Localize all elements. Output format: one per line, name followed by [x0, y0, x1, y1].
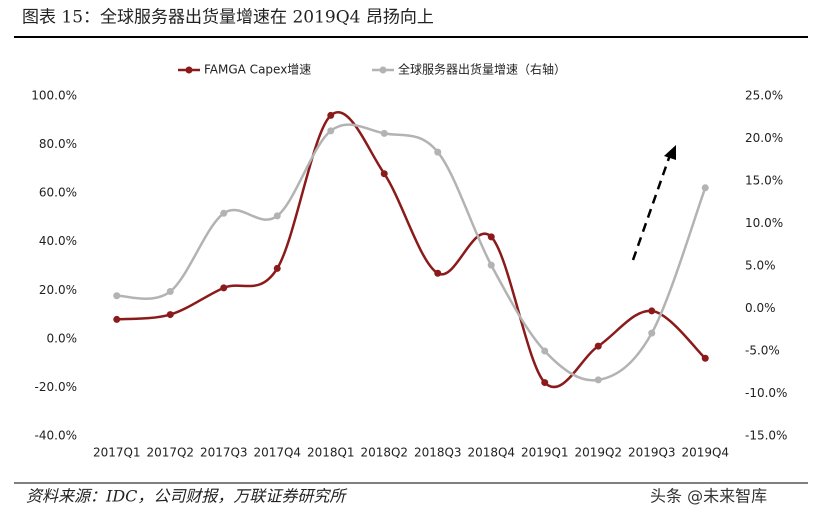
- y-tick-label: 80.0%: [39, 137, 77, 151]
- x-tick-label: 2019Q3: [628, 446, 676, 460]
- point: [380, 170, 388, 178]
- x-tick-label: 2018Q3: [414, 446, 462, 460]
- y2-tick-label: 25.0%: [745, 89, 783, 103]
- y2-tick-label: 5.0%: [745, 259, 776, 273]
- x-tick-label: 2019Q4: [681, 446, 729, 460]
- y2-tick-label: 20.0%: [745, 131, 783, 145]
- y2-tick-label: 10.0%: [745, 216, 783, 230]
- watermark: 头条 @未来智库: [650, 487, 767, 506]
- point: [166, 311, 174, 319]
- point: [166, 288, 174, 295]
- x-tick-label: 2017Q4: [253, 446, 301, 460]
- point: [113, 315, 121, 323]
- point: [487, 233, 495, 241]
- y2-tick-label: 15.0%: [745, 174, 783, 188]
- x-tick-label: 2018Q2: [360, 446, 408, 460]
- point: [701, 184, 709, 192]
- legend-marker: [185, 66, 193, 74]
- point: [434, 269, 442, 277]
- point: [220, 209, 228, 217]
- point: [113, 292, 121, 300]
- y-tick-label: 40.0%: [39, 234, 77, 248]
- series-line: [116, 123, 707, 382]
- x-tick-label: 2017Q2: [146, 446, 194, 460]
- point: [273, 212, 281, 220]
- point: [594, 342, 602, 350]
- arrow-head: [664, 145, 676, 160]
- x-tick-label: 2019Q2: [574, 446, 622, 460]
- point: [380, 129, 388, 137]
- source: 资料来源：IDC，公司财报，万联证券研究所: [26, 487, 348, 506]
- point: [327, 127, 335, 135]
- point: [701, 354, 709, 362]
- legend-label: 全球服务器出货量增速（右轴）: [398, 62, 566, 77]
- point: [594, 376, 602, 384]
- y2-tick-label: -15.0%: [745, 429, 787, 443]
- x-tick-label: 2018Q4: [467, 446, 515, 460]
- series-line: [116, 111, 707, 389]
- y-tick-label: 60.0%: [39, 186, 77, 200]
- point: [541, 379, 549, 387]
- x-tick-label: 2017Q1: [93, 446, 141, 460]
- y-tick-label: -40.0%: [35, 429, 77, 443]
- x-tick-label: 2017Q3: [200, 446, 248, 460]
- y-tick-label: 20.0%: [39, 283, 77, 297]
- point: [273, 264, 281, 272]
- point: [434, 148, 442, 156]
- y-tick-label: 100.0%: [31, 89, 77, 103]
- y2-tick-label: -5.0%: [745, 344, 780, 358]
- x-tick-label: 2019Q1: [521, 446, 569, 460]
- y2-tick-label: 0.0%: [745, 301, 776, 315]
- point: [541, 347, 549, 355]
- y-tick-label: 0.0%: [47, 331, 78, 345]
- point: [327, 111, 335, 119]
- point: [648, 307, 656, 315]
- legend-marker: [379, 66, 387, 74]
- trend-arrow: [631, 154, 672, 261]
- y-tick-label: -20.0%: [35, 380, 77, 394]
- chart-title: 图表 15：全球服务器出货量增速在 2019Q4 昂扬向上: [22, 8, 434, 28]
- point: [487, 261, 495, 269]
- legend-label: FAMGA Capex增速: [204, 63, 311, 77]
- point: [648, 329, 656, 337]
- point: [220, 284, 228, 292]
- y2-tick-label: -10.0%: [745, 386, 787, 400]
- x-tick-label: 2018Q1: [307, 446, 355, 460]
